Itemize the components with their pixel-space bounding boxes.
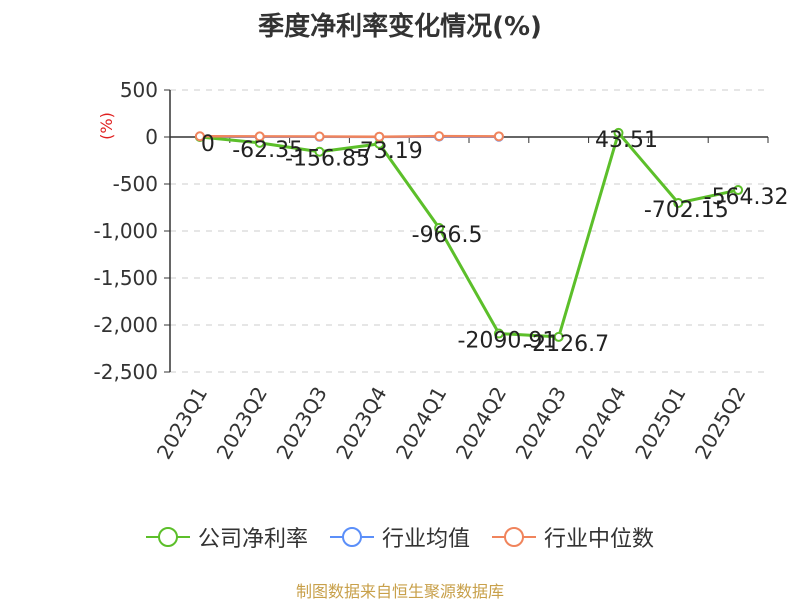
x-tick-label: 2024Q4 bbox=[570, 383, 630, 464]
legend-item-industry_median[interactable]: 行业中位数 bbox=[492, 521, 654, 553]
data-point-industry_median bbox=[495, 132, 503, 140]
data-point-industry_median bbox=[435, 132, 443, 140]
y-tick-label: -500 bbox=[113, 172, 158, 196]
y-tick-label: -1,000 bbox=[94, 219, 158, 243]
data-point-industry_median bbox=[316, 133, 324, 141]
x-tick-label: 2023Q1 bbox=[152, 383, 212, 464]
legend-swatch-icon bbox=[146, 524, 190, 550]
data-label: -564.32 bbox=[704, 185, 789, 210]
y-tick-label: -2,000 bbox=[94, 313, 158, 337]
legend-item-industry_avg[interactable]: 行业均值 bbox=[330, 521, 470, 553]
legend-label: 行业中位数 bbox=[544, 521, 654, 553]
data-label: -2126.7 bbox=[524, 332, 609, 357]
y-axis-unit: (%) bbox=[97, 112, 116, 140]
data-labels: 0-62.35-156.85-73.19-966.5-2090.91-2126.… bbox=[201, 128, 789, 357]
x-tick-label: 2023Q4 bbox=[331, 383, 391, 464]
series-line-industry_median bbox=[200, 136, 499, 137]
y-tick-label: 500 bbox=[120, 78, 158, 102]
legend: 公司净利率 行业均值 行业中位数 bbox=[0, 520, 800, 554]
legend-label: 公司净利率 bbox=[198, 521, 308, 553]
x-tick-label: 2025Q1 bbox=[630, 383, 690, 464]
x-tick-label: 2024Q3 bbox=[511, 383, 571, 464]
legend-swatch-icon bbox=[492, 524, 536, 550]
x-tick-label: 2024Q1 bbox=[391, 383, 451, 464]
legend-swatch-icon bbox=[330, 524, 374, 550]
x-tick-label: 2023Q2 bbox=[212, 383, 272, 464]
y-tick-label: -2,500 bbox=[94, 360, 158, 384]
data-label: -73.19 bbox=[352, 139, 423, 164]
legend-label: 行业均值 bbox=[382, 521, 470, 553]
source-note: 制图数据来自恒生聚源数据库 bbox=[0, 578, 800, 602]
x-tick-label: 2024Q2 bbox=[451, 383, 511, 464]
legend-item-company[interactable]: 公司净利率 bbox=[146, 521, 308, 553]
x-tick-label: 2023Q3 bbox=[271, 383, 331, 464]
y-tick-label: -1,500 bbox=[94, 266, 158, 290]
data-label: 0 bbox=[201, 132, 215, 157]
x-tick-label: 2025Q2 bbox=[690, 383, 750, 464]
data-label: 43.51 bbox=[595, 128, 658, 153]
data-label: -966.5 bbox=[412, 223, 483, 248]
y-tick-label: 0 bbox=[145, 125, 158, 149]
